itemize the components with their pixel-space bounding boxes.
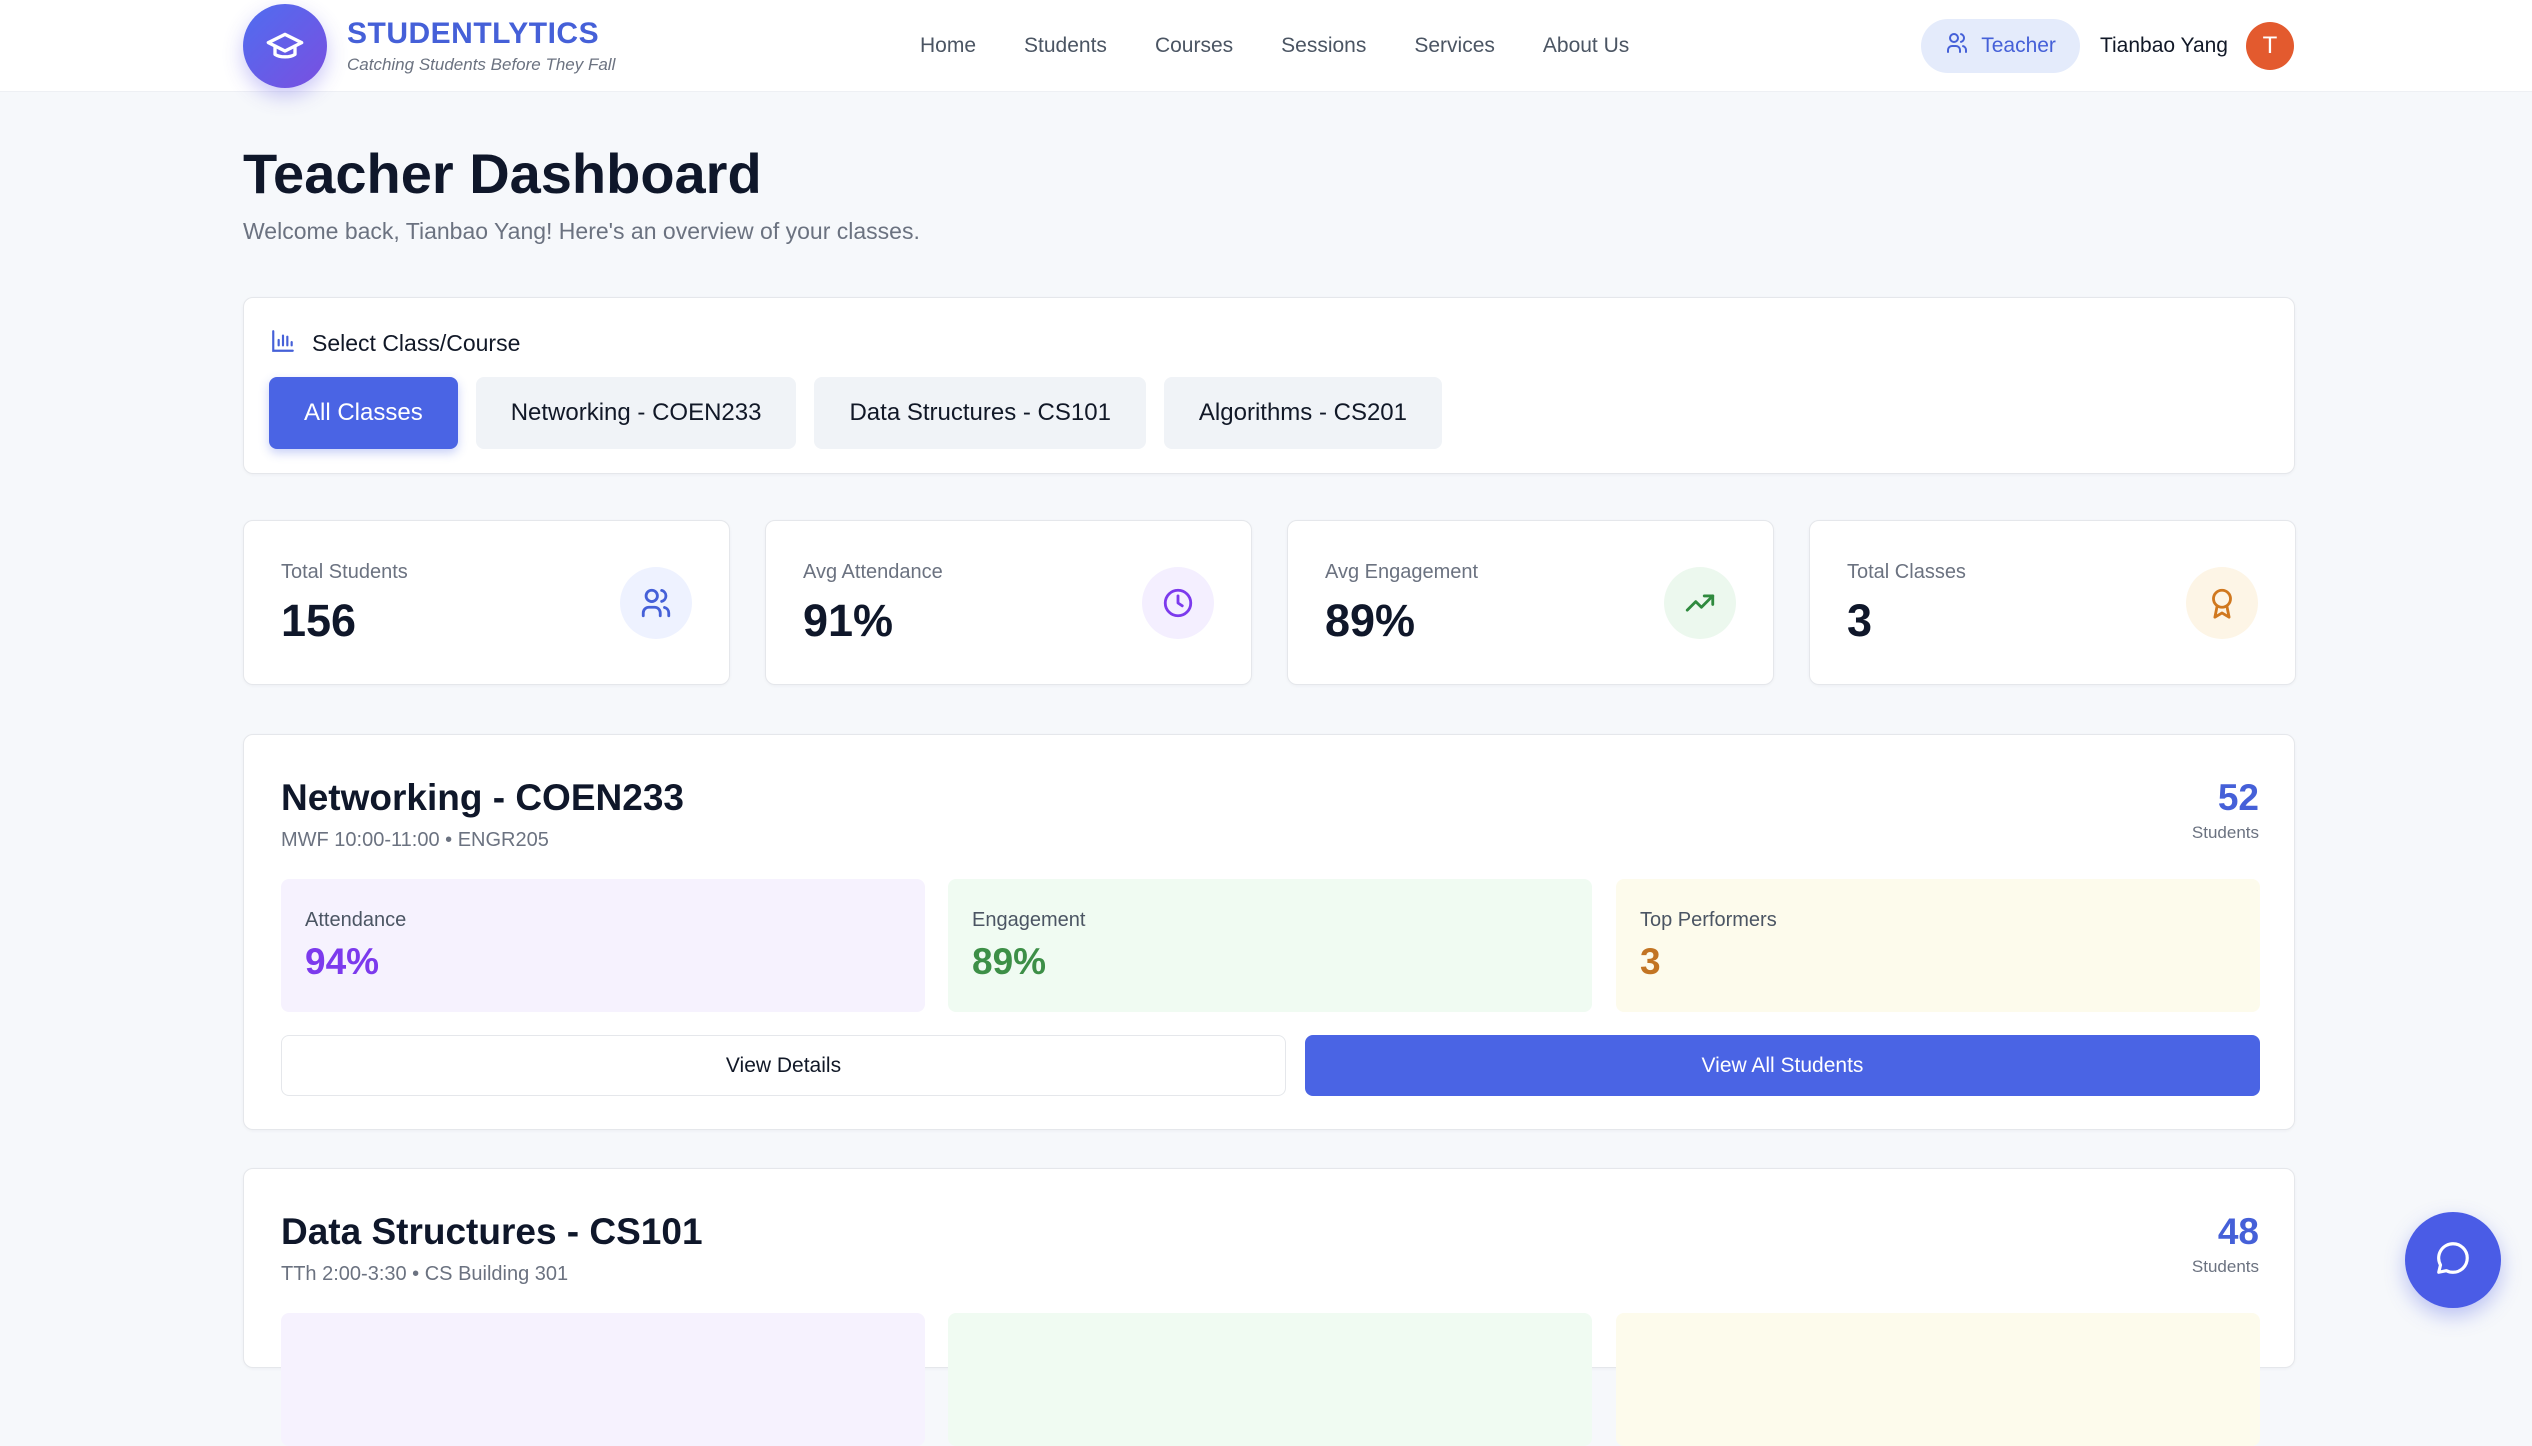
class-schedule: TTh 2:00-3:30 • CS Building 301 (281, 1263, 569, 1285)
users-icon (620, 567, 692, 639)
metric-engagement: Engagement 89% (948, 879, 1592, 1012)
stat-label: Total Students (281, 561, 408, 583)
top-navbar: STUDENTLYTICS Catching Students Before T… (0, 0, 2532, 92)
stat-label: Avg Attendance (803, 561, 943, 583)
metric-label: Attendance (305, 909, 407, 931)
brand[interactable]: STUDENTLYTICS Catching Students Before T… (243, 0, 615, 92)
nav-sessions[interactable]: Sessions (1281, 34, 1367, 57)
main-nav: Home Students Courses Sessions Services … (920, 0, 1629, 92)
users-icon (1945, 31, 1969, 61)
role-toggle-button[interactable]: Teacher (1921, 19, 2080, 73)
brand-tagline: Catching Students Before They Fall (347, 55, 616, 74)
class-selector-card: Select Class/Course All Classes Networki… (243, 297, 2295, 474)
brand-name: STUDENTLYTICS (347, 17, 600, 50)
stat-value: 89% (1325, 595, 1416, 646)
trending-up-icon (1664, 567, 1736, 639)
role-label: Teacher (1981, 34, 2056, 57)
nav-services[interactable]: Services (1414, 34, 1495, 57)
student-count-label: Students (2191, 823, 2259, 842)
nav-students[interactable]: Students (1024, 34, 1107, 57)
student-count: 52 (2217, 777, 2259, 818)
chat-bubble-icon (2434, 1239, 2472, 1282)
page-title: Teacher Dashboard (243, 142, 762, 205)
metric-top-performers (1616, 1313, 2260, 1446)
view-all-students-button[interactable]: View All Students (1305, 1035, 2260, 1096)
nav-courses[interactable]: Courses (1154, 34, 1234, 57)
tab-all-classes[interactable]: All Classes (269, 377, 458, 449)
stat-card-avg-attendance: Avg Attendance 91% (765, 520, 1252, 685)
tab-algorithms-cs201[interactable]: Algorithms - CS201 (1163, 377, 1442, 449)
metric-label: Top Performers (1640, 909, 1777, 931)
class-title: Networking - COEN233 (281, 777, 684, 818)
stat-value: 91% (803, 595, 894, 646)
tab-networking-coen233[interactable]: Networking - COEN233 (475, 377, 797, 449)
avatar[interactable]: T (2246, 22, 2294, 70)
metric-top-performers: Top Performers 3 (1616, 879, 2260, 1012)
view-details-button[interactable]: View Details (281, 1035, 1286, 1096)
page-subtitle: Welcome back, Tianbao Yang! Here's an ov… (243, 218, 920, 244)
class-schedule: MWF 10:00-11:00 • ENGR205 (281, 829, 549, 851)
metric-value: 94% (305, 941, 380, 982)
class-tabs: All Classes Networking - COEN233 Data St… (269, 377, 1442, 449)
metric-value: 89% (972, 941, 1047, 982)
clock-icon (1142, 567, 1214, 639)
user-area: Teacher Tianbao Yang T (1921, 0, 2294, 92)
award-icon (2186, 567, 2258, 639)
stat-card-avg-engagement: Avg Engagement 89% (1287, 520, 1774, 685)
bar-chart-icon (270, 328, 296, 359)
stat-value: 156 (281, 595, 357, 646)
metric-engagement (948, 1313, 1592, 1446)
student-count-label: Students (2191, 1257, 2259, 1276)
metric-value: 3 (1640, 941, 1661, 982)
selector-title: Select Class/Course (312, 330, 521, 356)
class-card-data-structures: Data Structures - CS101 TTh 2:00-3:30 • … (243, 1168, 2295, 1446)
class-card-networking: Networking - COEN233 MWF 10:00-11:00 • E… (243, 734, 2295, 1130)
student-count: 48 (2217, 1211, 2259, 1252)
class-title: Data Structures - CS101 (281, 1211, 703, 1252)
graduation-cap-icon (243, 4, 327, 88)
stat-label: Avg Engagement (1325, 561, 1479, 583)
nav-about-us[interactable]: About Us (1542, 34, 1630, 57)
stat-card-total-classes: Total Classes 3 (1809, 520, 2296, 685)
user-name: Tianbao Yang (2099, 34, 2228, 57)
chat-button[interactable] (2405, 1212, 2501, 1308)
tab-data-structures-cs101[interactable]: Data Structures - CS101 (814, 377, 1146, 449)
metric-attendance: Attendance 94% (281, 879, 925, 1012)
metric-attendance (281, 1313, 925, 1446)
nav-home[interactable]: Home (920, 34, 977, 57)
stat-label: Total Classes (1847, 561, 1966, 583)
stat-value: 3 (1847, 595, 1873, 646)
metric-label: Engagement (972, 909, 1086, 931)
stat-card-total-students: Total Students 156 (243, 520, 730, 685)
